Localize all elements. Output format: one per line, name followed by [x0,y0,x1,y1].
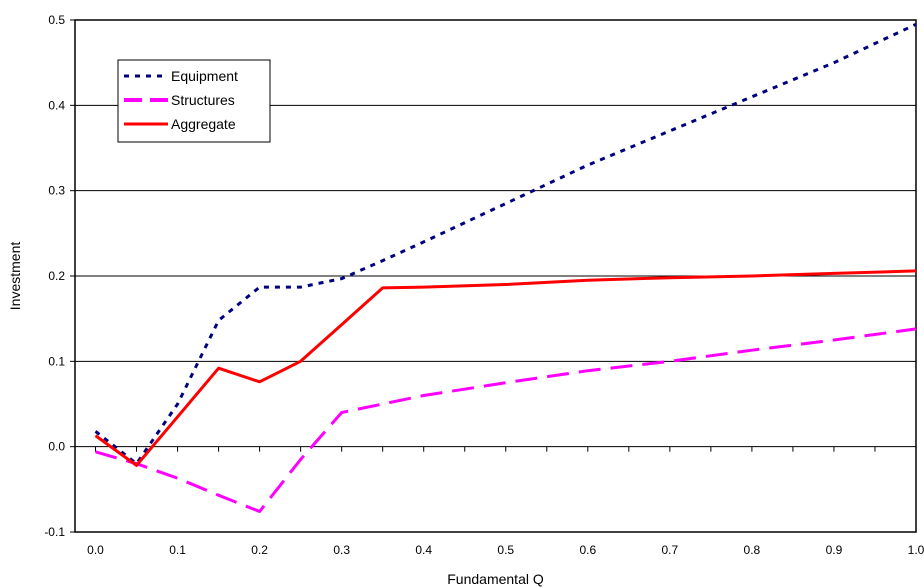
y-tick-label: 0.2 [48,269,65,283]
series-lines [94,22,917,513]
y-axis-tick-labels: -0.1 0.0 0.1 0.2 0.3 0.4 0.5 [44,13,65,539]
y-tick-label: 0.3 [48,184,65,198]
x-axis-label: Fundamental Q [447,571,544,587]
legend-box [117,59,271,143]
legend-label: Structures [171,92,235,108]
x-tick-label: 1.0 [908,543,924,557]
legend-label: Equipment [171,68,238,84]
y-axis-label: Investment [7,242,23,311]
x-tick-label: 0.9 [826,543,843,557]
legend-items: Equipment Structures Aggregate [124,68,238,132]
series-line-aggregate [94,269,917,467]
legend: Equipment Structures Aggregate [117,59,271,143]
x-tick-label: 0.7 [662,543,679,557]
x-tick-label: 0.3 [333,543,350,557]
legend-item-aggregate: Aggregate [124,116,236,132]
legend-label: Aggregate [171,116,236,132]
x-tick-label: 0.8 [744,543,761,557]
x-tick-label: 0.6 [579,543,596,557]
y-tick-label: 0.5 [48,13,65,27]
y-tick-label: 0.1 [48,354,65,368]
x-tick-label: 0.5 [497,543,514,557]
y-tick-label: 0.0 [48,440,65,454]
series-line-structures [95,327,917,513]
axis-ticks [70,19,917,533]
legend-item-structures: Structures [124,92,235,108]
x-axis-tick-labels: 0.0 0.1 0.2 0.3 0.4 0.5 0.6 0.7 0.8 0.9 1.0 [87,543,924,557]
x-tick-label: 0.1 [169,543,186,557]
y-tick-label: -0.1 [44,525,65,539]
series-line-equipment [94,22,917,466]
x-tick-label: 0.2 [251,543,268,557]
y-tick-label: 0.4 [48,98,65,112]
x-tick-label: 0.0 [87,543,104,557]
legend-item-equipment: Equipment [124,68,238,84]
x-tick-label: 0.4 [415,543,432,557]
